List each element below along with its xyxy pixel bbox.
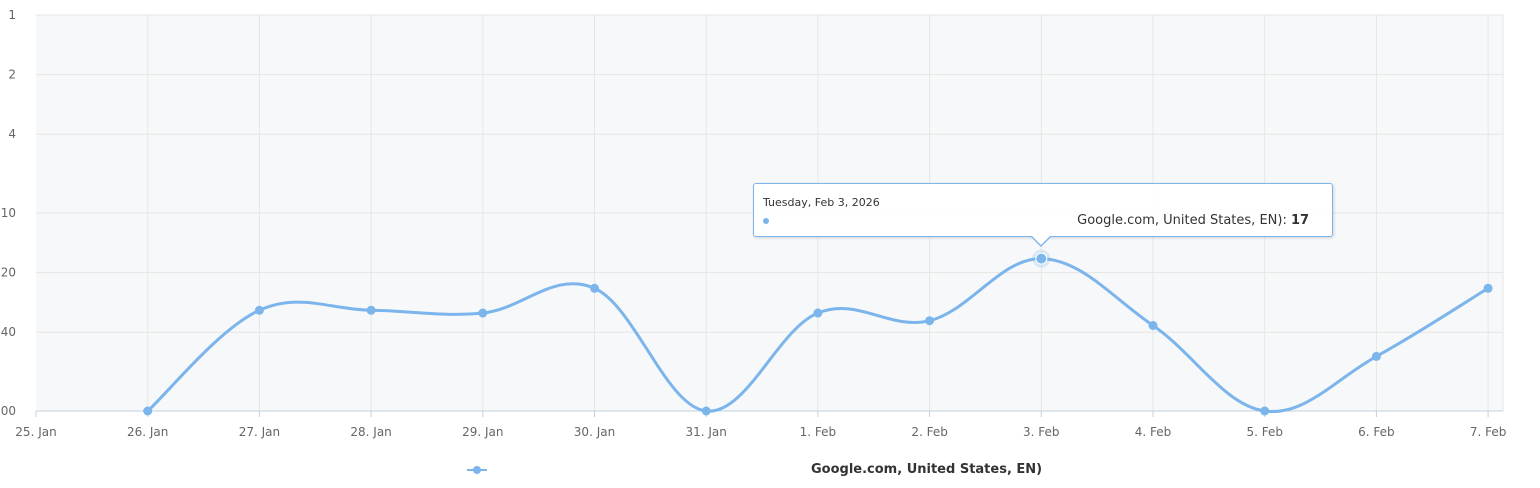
tooltip-series-text: Google.com, United States, EN): [1077,213,1287,228]
y-axis-ticks: 1 2 4 10 20 40 00 [1,8,16,418]
series-point[interactable] [143,406,153,416]
x-tick-label: 4. Feb [1135,425,1172,439]
series-point[interactable] [701,406,711,416]
x-axis-ticks: 25. Jan 26. Jan 27. Jan 28. Jan 29. Jan 30. J… [15,411,1506,439]
tooltip-value: 17 [1290,213,1310,228]
x-tick-label: 31. Jan [685,425,726,439]
y-tick-label: 10 [1,206,16,220]
series-point[interactable] [813,308,823,318]
tooltip: Tuesday, Feb 3, 2026 Google.com, United … [753,183,1333,247]
series-point[interactable] [1035,252,1048,265]
tooltip-date: Tuesday, Feb 3, 2026 [763,196,880,209]
tooltip-series-dot [763,217,769,224]
tooltip-arrow-fill [1031,235,1051,245]
x-tick-label: 1. Feb [800,425,837,439]
legend-series-symbol-icon [467,466,487,474]
tooltip-redacted-text [773,213,1073,228]
series-point[interactable] [1371,351,1381,361]
series-point[interactable] [254,305,264,315]
x-tick-label: 29. Jan [462,425,503,439]
x-tick-label: 28. Jan [350,425,391,439]
x-tick-label: 7. Feb [1470,425,1507,439]
tooltip-row: Google.com, United States, EN): 17 [763,213,1332,228]
y-tick-label: 2 [8,68,16,82]
x-tick-label: 26. Jan [127,425,168,439]
series-point[interactable] [925,316,935,326]
x-tick-label: 5. Feb [1246,425,1283,439]
y-tick-label: 40 [1,325,16,339]
y-tick-label: 4 [8,127,16,141]
legend-series-label[interactable]: Google.com, United States, EN) [811,462,1043,477]
x-tick-label: 25. Jan [15,425,56,439]
x-tick-label: 30. Jan [574,425,615,439]
legend[interactable]: Google.com, United States, EN) [466,460,1066,480]
series-point[interactable] [1260,406,1270,416]
y-tick-label: 20 [1,266,16,280]
series-point[interactable] [590,283,599,293]
y-tick-label: 1 [8,8,16,22]
series-point[interactable] [366,305,376,315]
x-tick-label: 6. Feb [1358,425,1395,439]
x-tick-label: 2. Feb [911,425,948,439]
series-point[interactable] [1148,321,1158,331]
x-tick-label: 3. Feb [1023,425,1060,439]
x-tick-label: 27. Jan [239,425,280,439]
series-points [143,249,1493,416]
series-point[interactable] [1483,283,1493,293]
y-tick-label: 00 [1,404,16,418]
series-point[interactable] [478,308,488,318]
